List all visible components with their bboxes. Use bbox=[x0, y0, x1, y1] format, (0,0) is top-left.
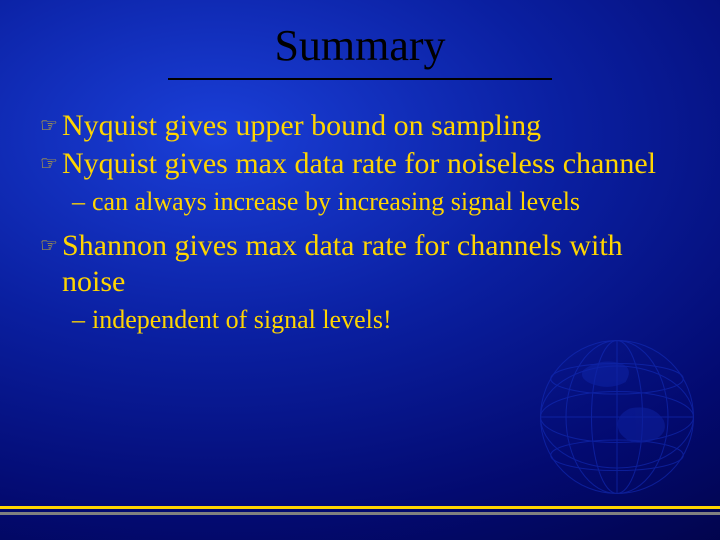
hand-bullet-icon: ☞ bbox=[40, 108, 62, 144]
bullet-text: Nyquist gives upper bound on sampling bbox=[62, 108, 680, 144]
bullet-item: ☞ Nyquist gives max data rate for noisel… bbox=[40, 146, 680, 182]
footer-line-gray bbox=[0, 512, 720, 515]
slide: Summary ☞ Nyquist gives upper bound on s… bbox=[0, 0, 720, 540]
bullet-item: ☞ Nyquist gives upper bound on sampling bbox=[40, 108, 680, 144]
dash-icon: – bbox=[72, 186, 92, 218]
slide-body: ☞ Nyquist gives upper bound on sampling … bbox=[40, 108, 680, 346]
hand-bullet-icon: ☞ bbox=[40, 228, 62, 264]
bullet-item: ☞ Shannon gives max data rate for channe… bbox=[40, 228, 680, 300]
footer-line-gold bbox=[0, 506, 720, 509]
bullet-text: Shannon gives max data rate for channels… bbox=[62, 228, 680, 300]
dash-icon: – bbox=[72, 304, 92, 336]
globe-icon bbox=[532, 332, 702, 502]
hand-bullet-icon: ☞ bbox=[40, 146, 62, 182]
bullet-text: Nyquist gives max data rate for noiseles… bbox=[62, 146, 680, 182]
sub-bullet-item: – can always increase by increasing sign… bbox=[72, 186, 680, 218]
slide-title: Summary bbox=[0, 20, 720, 71]
title-underline bbox=[168, 78, 552, 80]
sub-bullet-text: can always increase by increasing signal… bbox=[92, 186, 680, 218]
